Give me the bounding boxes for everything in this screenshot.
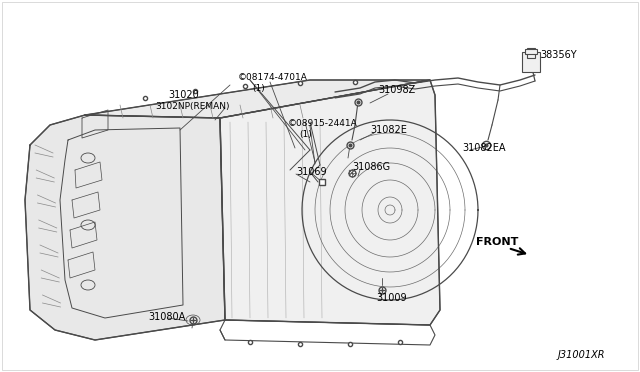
Text: J31001XR: J31001XR xyxy=(558,350,605,360)
Text: (1): (1) xyxy=(252,84,265,93)
Text: 31020: 31020 xyxy=(168,90,199,100)
FancyBboxPatch shape xyxy=(525,49,537,54)
Polygon shape xyxy=(220,80,440,325)
Polygon shape xyxy=(25,115,225,340)
Text: 3102NP(REMAN): 3102NP(REMAN) xyxy=(155,103,230,112)
Text: 31086G: 31086G xyxy=(352,162,390,172)
Text: ©08174-4701A: ©08174-4701A xyxy=(238,74,308,83)
Text: (1): (1) xyxy=(299,129,312,138)
Text: 38356Y: 38356Y xyxy=(540,50,577,60)
Text: 31082E: 31082E xyxy=(370,125,407,135)
FancyBboxPatch shape xyxy=(522,52,540,72)
Text: 31080A: 31080A xyxy=(148,312,185,322)
Text: 31009: 31009 xyxy=(376,293,406,303)
Text: 31069: 31069 xyxy=(296,167,326,177)
Text: ©08915-2441A: ©08915-2441A xyxy=(288,119,358,128)
Text: 31082EA: 31082EA xyxy=(462,143,506,153)
Text: 31098Z: 31098Z xyxy=(378,85,415,95)
FancyBboxPatch shape xyxy=(527,48,535,58)
Polygon shape xyxy=(85,80,430,118)
Text: FRONT: FRONT xyxy=(476,237,518,247)
